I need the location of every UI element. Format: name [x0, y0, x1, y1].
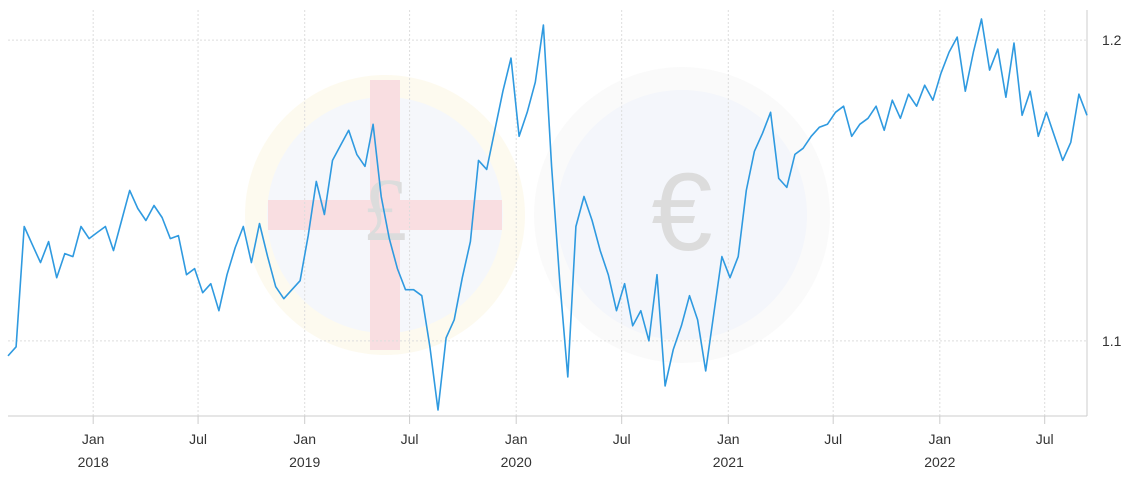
x-tick-label-month: Jan — [717, 431, 740, 447]
x-tick-label-month: Jan — [82, 431, 105, 447]
x-tick-label-year: 2022 — [924, 454, 955, 470]
series-line — [7, 18, 1088, 411]
x-axis: Jan 2018 Jul Jan 2019 Jul Jan 2020 Jul Jan 2021 Jul… — [8, 415, 1087, 470]
y-axis: 1.1 1.2 — [1086, 10, 1122, 416]
x-tick-label-year: 2019 — [289, 454, 320, 470]
x-tick-label-month: Jan — [293, 431, 316, 447]
x-tick-label-month: Jan — [505, 431, 528, 447]
watermark-coins: £ € — [245, 67, 830, 363]
euro-coin-icon — [534, 67, 830, 363]
x-tick-label-month: Jul — [189, 431, 207, 447]
x-tick-label-year: 2020 — [501, 454, 532, 470]
x-tick-label-month: Jul — [613, 431, 631, 447]
x-tick-label-year: 2021 — [713, 454, 744, 470]
y-tick-label: 1.2 — [1102, 32, 1122, 48]
x-tick-label-month: Jan — [929, 431, 952, 447]
series-layer — [7, 18, 1088, 411]
svg-text:£: £ — [363, 161, 408, 260]
x-tick-label-month: Jul — [824, 431, 842, 447]
x-tick-label-month: Jul — [401, 431, 419, 447]
y-tick-label: 1.1 — [1102, 333, 1122, 349]
x-tick-label-year: 2018 — [78, 454, 109, 470]
svg-text:€: € — [651, 151, 712, 274]
x-tick-label-month: Jul — [1036, 431, 1054, 447]
